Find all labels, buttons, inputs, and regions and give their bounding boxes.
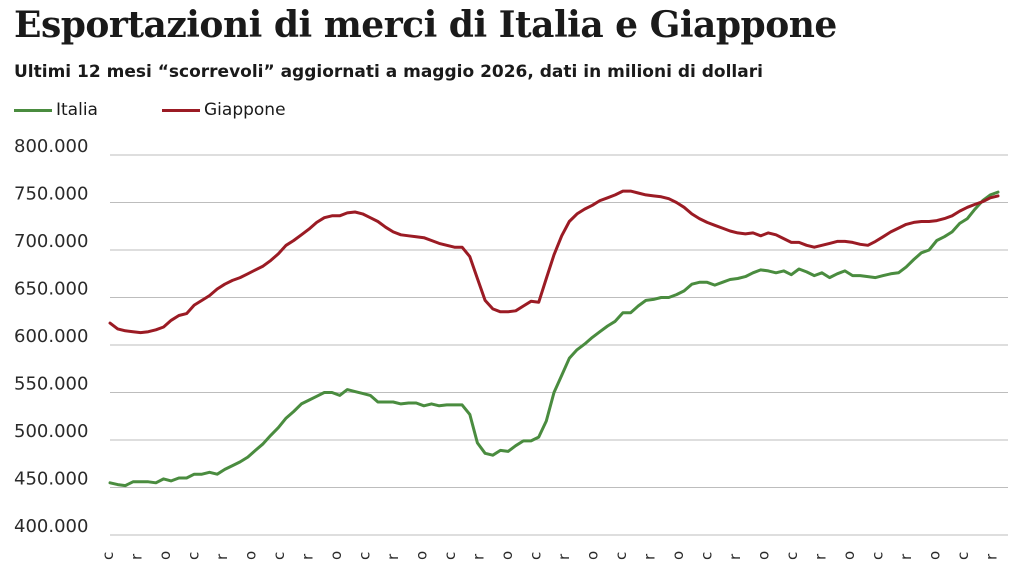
x-tick-label: c bbox=[954, 552, 972, 560]
x-tick-label: o bbox=[584, 551, 602, 560]
x-tick-label: c bbox=[441, 552, 459, 560]
x-tick-label: c bbox=[270, 552, 288, 560]
series-line-giappone bbox=[108, 189, 1000, 335]
legend-swatch-giappone bbox=[162, 108, 200, 112]
x-tick-label: r bbox=[128, 553, 146, 560]
x-tick-label: r bbox=[470, 553, 488, 560]
x-tick-label: r bbox=[555, 553, 573, 560]
chart-title: Esportazioni di merci di Italia e Giappo… bbox=[14, 4, 837, 46]
x-tick-label: c bbox=[356, 552, 374, 560]
x-tick-label: o bbox=[669, 551, 687, 560]
x-tick-label: o bbox=[755, 551, 773, 560]
x-tick-label: r bbox=[983, 553, 1001, 560]
x-tick-label: c bbox=[783, 552, 801, 560]
legend-swatch-italia bbox=[14, 108, 52, 112]
y-tick-label: 500.000 bbox=[14, 421, 88, 442]
x-tick-label: c bbox=[698, 552, 716, 560]
x-tick-label: o bbox=[327, 551, 345, 560]
x-tick-label: c bbox=[99, 552, 117, 560]
x-tick-label: o bbox=[926, 551, 944, 560]
legend-item-italia: Italia bbox=[14, 99, 98, 121]
y-tick-label: 400.000 bbox=[14, 516, 88, 537]
x-tick-label: r bbox=[213, 553, 231, 560]
x-tick-label: c bbox=[869, 552, 887, 560]
x-tick-label: c bbox=[185, 552, 203, 560]
x-tick-label: o bbox=[498, 551, 516, 560]
x-tick-label: r bbox=[897, 553, 915, 560]
legend-item-giappone: Giappone bbox=[162, 99, 286, 121]
x-tick-label: c bbox=[527, 552, 545, 560]
y-tick-label: 750.000 bbox=[14, 184, 88, 205]
y-axis-labels: 800.000 750.000 700.000 650.000 600.000 550.0… bbox=[14, 136, 88, 537]
x-tick-label: r bbox=[641, 553, 659, 560]
x-tick-label: c bbox=[612, 552, 630, 560]
x-tick-label: o bbox=[840, 551, 858, 560]
grid bbox=[110, 154, 1008, 536]
y-tick-label: 800.000 bbox=[14, 136, 88, 157]
series-line-italia bbox=[108, 190, 1000, 488]
y-tick-label: 700.000 bbox=[14, 231, 88, 252]
legend-label-italia: Italia bbox=[56, 100, 98, 120]
y-tick-label: 450.000 bbox=[14, 469, 88, 490]
x-tick-label: r bbox=[812, 553, 830, 560]
y-tick-label: 600.000 bbox=[14, 326, 88, 347]
y-tick-label: 550.000 bbox=[14, 374, 88, 395]
x-tick-label: o bbox=[242, 551, 260, 560]
x-tick-label: o bbox=[413, 551, 431, 560]
y-tick-label: 650.000 bbox=[14, 279, 88, 300]
x-tick-label: o bbox=[156, 551, 174, 560]
chart-subtitle: Ultimi 12 mesi “scorrevoli” aggiornati a… bbox=[14, 62, 763, 82]
x-tick-label: r bbox=[726, 553, 744, 560]
x-tick-label: r bbox=[384, 553, 402, 560]
x-tick-label: r bbox=[299, 553, 317, 560]
legend-label-giappone: Giappone bbox=[204, 100, 286, 120]
series-lines bbox=[108, 189, 1000, 488]
